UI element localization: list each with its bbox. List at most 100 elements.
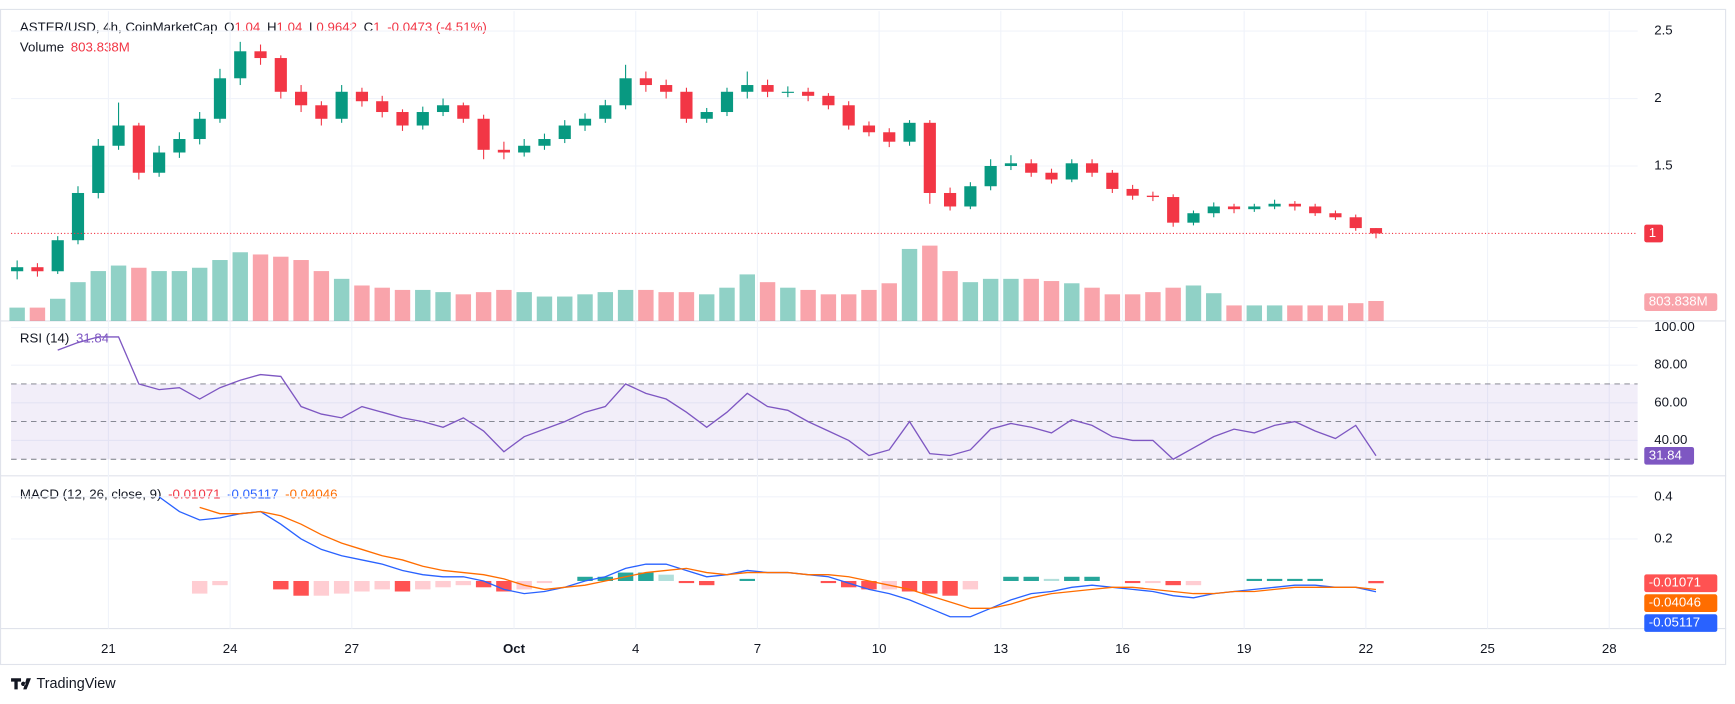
histogram-bar (638, 572, 654, 581)
volume-bar (212, 260, 228, 321)
histogram-bar (577, 576, 593, 581)
volume-bar (982, 278, 999, 321)
histogram-bar (1287, 578, 1303, 581)
volume-bar (881, 283, 897, 321)
candle-body (274, 58, 287, 92)
volume-bar (901, 248, 918, 321)
volume-bar (597, 292, 614, 321)
volume-bar (1327, 305, 1344, 321)
candle-body (1329, 213, 1342, 218)
candle-body (558, 125, 571, 140)
candle-body (1126, 188, 1139, 196)
candle-body (842, 105, 855, 126)
volume-bar (1266, 305, 1283, 321)
volume-bar (942, 271, 958, 321)
histogram-bar (922, 580, 938, 594)
price-badge (1644, 574, 1718, 593)
candle-body (355, 91, 369, 102)
volume-bar (962, 282, 979, 321)
candle-body (1004, 163, 1018, 166)
macd-value: -0.05117 (227, 486, 278, 501)
signal-line (199, 506, 1377, 609)
histogram-bar (1003, 576, 1019, 581)
rsi-name: RSI (14) (20, 330, 69, 345)
histogram-bar (1084, 576, 1100, 581)
badge-label: 1 (1649, 225, 1656, 240)
candle-body (396, 112, 409, 126)
candle-body (436, 105, 450, 113)
price-badge (1644, 446, 1695, 465)
candle-body (964, 186, 977, 207)
volume-bar (354, 285, 370, 321)
volume-bar (1104, 294, 1121, 321)
candle-body (234, 51, 247, 79)
volume-bar (313, 271, 330, 321)
volume-bar (151, 271, 167, 321)
candle-body (741, 85, 754, 92)
candle-body (639, 78, 652, 86)
volume-bar (557, 296, 573, 321)
candle-body (599, 105, 612, 119)
rsi-value: 31.84 (76, 330, 109, 345)
histogram-bar (455, 580, 472, 586)
x-tick-label: 16 (1115, 641, 1130, 656)
candle-body (1309, 206, 1322, 214)
candle-body (781, 91, 794, 93)
volume-bar (70, 282, 86, 321)
histogram-bar (1145, 580, 1161, 584)
candle-body (883, 132, 896, 142)
badge-label: 803.838M (1649, 294, 1708, 309)
candle-body (92, 145, 105, 193)
y-tick-label: 60.00 (1654, 394, 1687, 409)
chart-frame (0, 8, 1727, 666)
volume-bar (516, 292, 532, 321)
candle-body (518, 145, 531, 153)
rsi-line (57, 336, 1377, 461)
logo-mark (11, 678, 31, 690)
ohlc-value: 1.04 (277, 19, 303, 34)
histogram-bar (699, 580, 715, 586)
candle-body (112, 125, 125, 146)
candle-body (660, 85, 673, 92)
volume-bar (9, 307, 25, 321)
candle-body (31, 267, 44, 272)
candle-body (477, 118, 490, 150)
candle-body (1085, 163, 1099, 173)
histogram-bar (658, 574, 674, 581)
volume-bar (922, 245, 938, 321)
volume-bar (1124, 294, 1141, 321)
histogram-bar (212, 580, 228, 586)
volume-bar (1368, 300, 1384, 321)
candle-body (71, 192, 85, 241)
candle-body (376, 101, 389, 113)
candle-body (1349, 217, 1362, 229)
volume-bar (110, 265, 127, 321)
volume-bar (820, 294, 837, 321)
volume-bar (1165, 287, 1181, 321)
histogram-bar (739, 578, 755, 581)
volume-bar (496, 289, 512, 321)
badge-label: 31.84 (1649, 447, 1682, 462)
histogram-bar (678, 580, 695, 584)
volume-bar (658, 292, 674, 321)
y-tick-label: 2.5 (1654, 23, 1672, 38)
x-tick-label: 25 (1480, 641, 1495, 656)
histogram-bar (962, 580, 979, 590)
y-tick-label: 100.00 (1654, 319, 1695, 334)
candle-body (822, 95, 835, 106)
candle-body (1106, 172, 1119, 189)
y-tick-label: 2 (1654, 90, 1661, 105)
volume-bar (1307, 305, 1323, 321)
volume-bar (90, 271, 106, 321)
candle-body (1025, 163, 1038, 173)
x-tick-label: 27 (344, 641, 359, 656)
histogram-bar (861, 580, 877, 590)
candle-body (295, 91, 308, 106)
histogram-bar (293, 580, 309, 596)
volume-bar (1084, 287, 1100, 321)
badge-label: -0.05117 (1649, 615, 1700, 630)
volume-bar (131, 267, 147, 321)
legend-line: ASTER/USD, 4h, CoinMarketCap O1.04 H1.04 L0… (20, 19, 487, 34)
volume-bar (719, 287, 735, 321)
